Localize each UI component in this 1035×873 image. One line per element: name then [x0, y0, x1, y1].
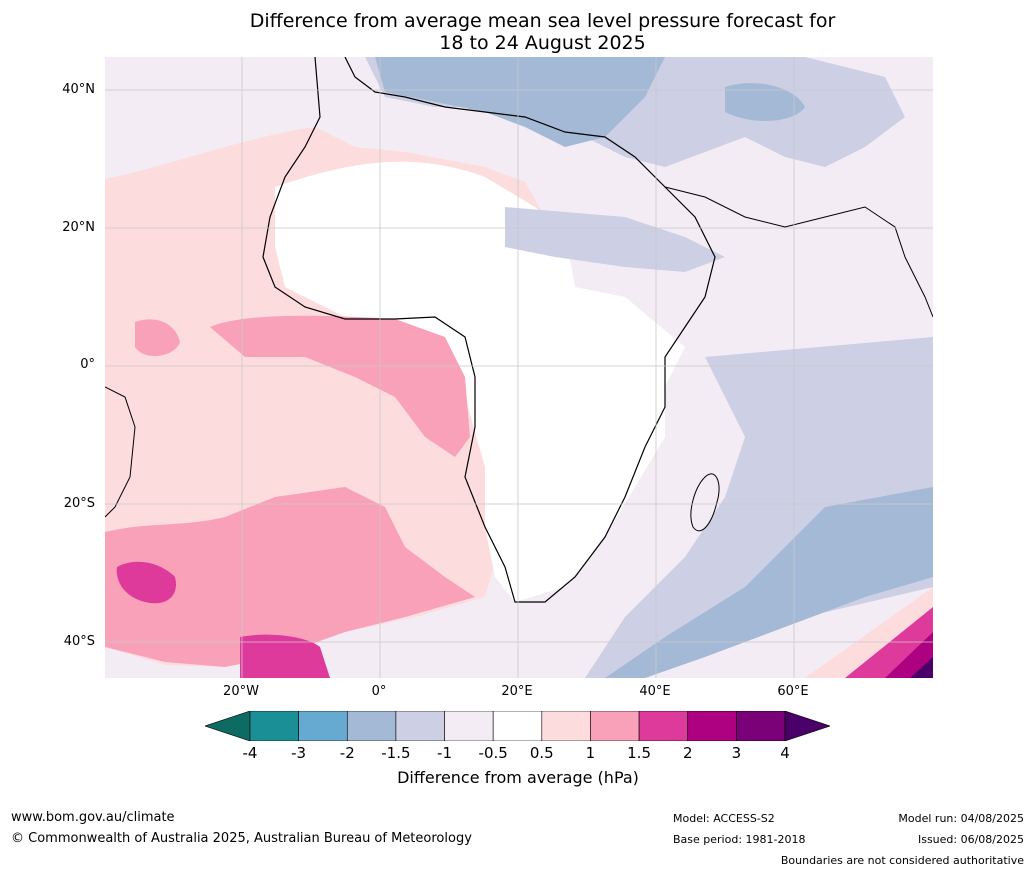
footer-model: Model: ACCESS-S2 — [673, 812, 775, 825]
gulf-of-guinea-anomaly — [210, 315, 470, 457]
footer-issued: Issued: 06/08/2025 — [917, 833, 1024, 846]
colorbar-tick-label: 1.5 — [627, 744, 651, 762]
southeast-strongest-anomaly — [910, 657, 933, 678]
pressure-anomaly-map — [104, 56, 934, 678]
strong-positive-anomaly-2 — [240, 634, 330, 678]
colorbar-box — [346, 711, 397, 741]
colorbar-box — [638, 711, 689, 741]
colorbar-tick-label: -4 — [242, 744, 258, 762]
mediterranean-negative-anomaly — [375, 57, 665, 147]
colorbar-tick-label: -1 — [437, 744, 453, 762]
asia-coastline — [664, 186, 934, 318]
footer-disclaimer: Boundaries are not considered authoritat… — [780, 854, 1024, 867]
lon-label-40e: 40°E — [639, 684, 671, 699]
madagascar-coastline — [690, 473, 720, 532]
lat-label-40n: 40°N — [62, 82, 95, 97]
map-title: Difference from average mean sea level p… — [0, 10, 1035, 54]
title-line-2: 18 to 24 August 2025 — [439, 32, 646, 54]
lat-label-20n: 20°N — [62, 220, 95, 235]
colorbar-boxes — [249, 711, 786, 741]
strong-positive-anomaly-1 — [116, 561, 176, 604]
southeast-stronger-anomaly — [885, 632, 933, 678]
colorbar-tick-label: -1.5 — [381, 744, 411, 762]
lon-label-20w: 20°W — [223, 684, 259, 699]
colorbar-box — [249, 711, 299, 741]
lon-label-60e: 60°E — [777, 684, 809, 699]
colorbar-box — [590, 711, 640, 741]
colorbar-tick-label: 3 — [731, 744, 742, 762]
colorbar-box — [444, 711, 494, 741]
atlantic-anomaly-spot — [135, 319, 180, 357]
lat-label-40s: 40°S — [63, 634, 95, 649]
near-average-region — [275, 161, 685, 602]
lon-label-0: 0° — [371, 684, 387, 699]
colorbar-tick-label: 4 — [780, 744, 790, 762]
middle-east-negative-anomaly — [725, 83, 805, 122]
map-panel — [104, 56, 934, 679]
south-atlantic-anomaly — [105, 487, 475, 667]
title-line-1: Difference from average mean sea level p… — [249, 10, 836, 32]
colorbar-box — [395, 711, 445, 741]
colorbar-box — [736, 711, 786, 741]
footer-base-period: Base period: 1981-2018 — [673, 833, 806, 846]
map-grid — [105, 57, 933, 678]
colorbar-tick-label: -3 — [291, 744, 307, 762]
colorbar-label: Difference from average (hPa) — [397, 768, 639, 787]
footer-url: www.bom.gov.au/climate — [11, 810, 175, 825]
colorbar-tick-label: 0.5 — [529, 744, 554, 762]
south-america-coastline — [104, 386, 136, 518]
colorbar-tick-label: -0.5 — [478, 744, 508, 762]
colorbar-box — [492, 711, 543, 741]
colorbar-tick-label: 2 — [682, 744, 693, 762]
colorbar-tick-label: -2 — [339, 744, 355, 762]
colorbar — [205, 711, 830, 741]
colorbar-over-triangle — [784, 711, 830, 741]
colorbar-box — [687, 711, 737, 741]
footer-copyright: © Commonwealth of Australia 2025, Austra… — [11, 831, 472, 846]
colorbar-under-triangle — [205, 711, 251, 741]
indian-ocean-stronger-negative-anomaly — [605, 487, 933, 678]
arabia-negative-anomaly — [505, 207, 725, 272]
lat-label-20s: 20°S — [63, 496, 95, 511]
lat-label-0: 0° — [80, 357, 95, 372]
colorbar-box — [541, 711, 591, 741]
footer-model-run: Model run: 04/08/2025 — [898, 812, 1024, 825]
colorbar-box — [298, 711, 348, 741]
lon-label-20e: 20°E — [501, 684, 533, 699]
colorbar-tick-label: 1 — [585, 744, 596, 762]
africa-coastline — [262, 56, 716, 603]
